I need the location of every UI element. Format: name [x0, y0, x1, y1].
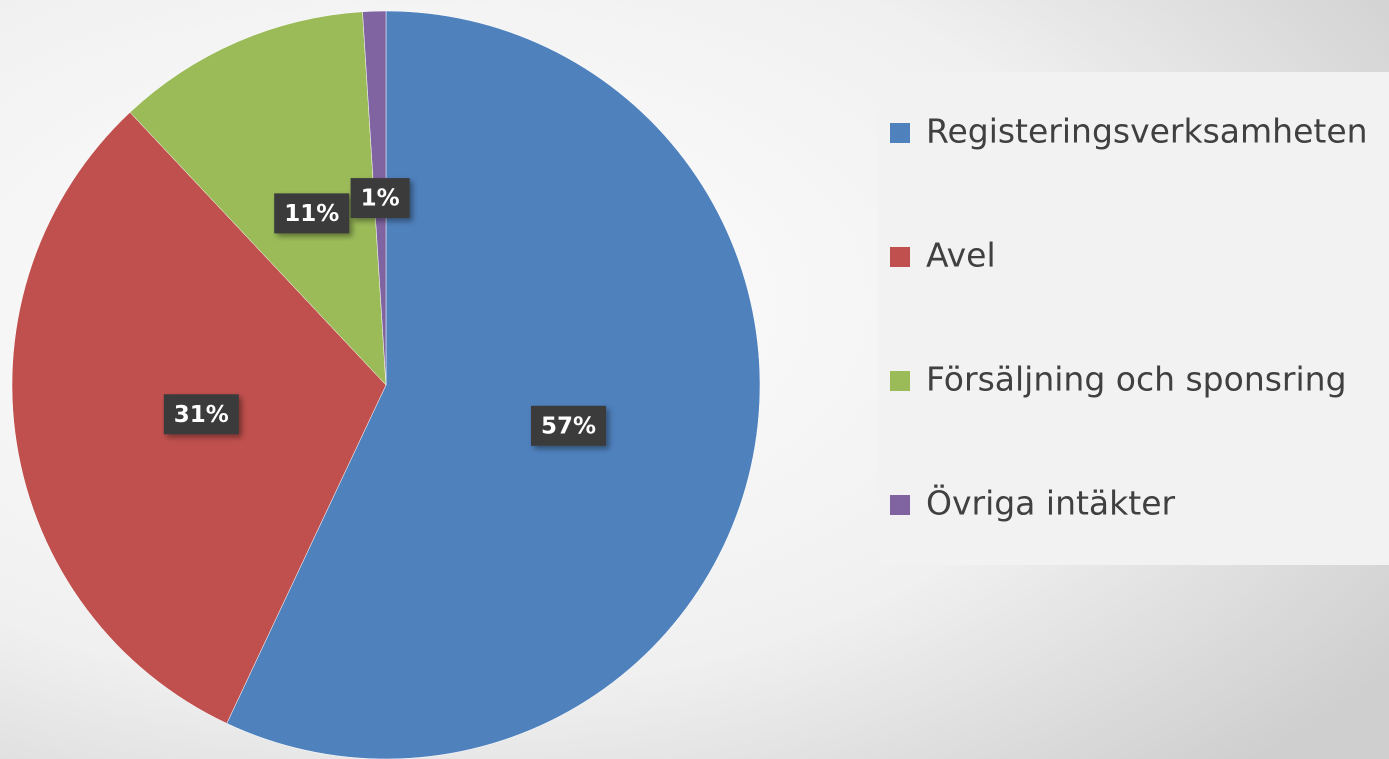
data-label-box	[163, 394, 239, 435]
data-label-box	[350, 178, 410, 219]
legend-swatch	[890, 247, 910, 267]
legend-label: Avel	[926, 236, 996, 275]
data-label-box	[274, 193, 350, 234]
data-label-box	[530, 405, 607, 446]
data-label: 31%	[174, 402, 229, 428]
legend-swatch	[890, 123, 910, 143]
legend-label: Registeringsverksamheten	[926, 112, 1368, 151]
pie-slice	[226, 10, 761, 759]
legend-label: Övriga intäkter	[926, 483, 1175, 523]
legend-label: Försäljning och sponsring	[926, 360, 1347, 399]
pie-slice	[129, 11, 387, 386]
data-label: 11%	[284, 201, 339, 227]
data-label: 57%	[541, 413, 596, 439]
legend-swatch	[890, 495, 910, 515]
legend-box	[878, 72, 1389, 565]
legend-swatch	[890, 371, 910, 391]
data-label: 1%	[361, 186, 400, 212]
